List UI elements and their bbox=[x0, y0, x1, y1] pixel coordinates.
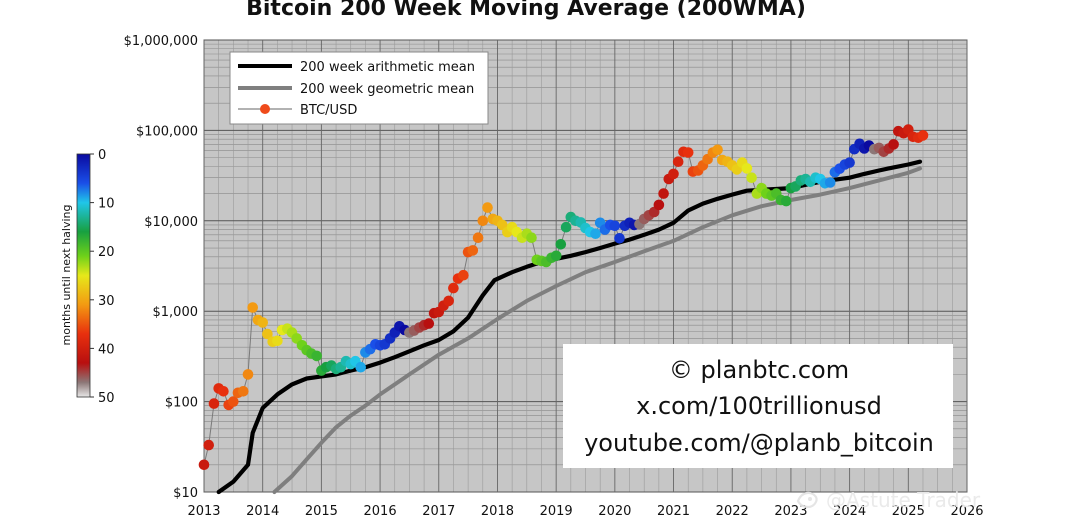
colorbar-tick-label: 50 bbox=[98, 391, 115, 406]
x-tick-label: 2020 bbox=[598, 504, 631, 519]
x-tick-label: 2015 bbox=[305, 504, 338, 519]
y-axis-ticks: $10 $100 $1,000 $10,000 $100,000 $1,000,000 bbox=[124, 34, 198, 501]
legend-label-arithmetic: 200 week arithmetic mean bbox=[300, 60, 475, 75]
grid-major bbox=[203, 39, 968, 493]
btcusd-point bbox=[614, 233, 625, 244]
colorbar-tick-label: 10 bbox=[98, 197, 115, 212]
colorbar: 0 10 20 30 40 50 months until next halving bbox=[60, 148, 115, 406]
watermark: @Astute Trader bbox=[796, 488, 981, 512]
colorbar-tick-label: 0 bbox=[98, 148, 106, 163]
btcusd-point bbox=[203, 439, 214, 451]
watermark-text: @Astute Trader bbox=[826, 488, 981, 512]
btcusd-point bbox=[443, 295, 455, 307]
x-axis-ticks: 2013 2014 2015 2016 2017 2018 2019 2020 2021 2022… bbox=[187, 504, 983, 519]
x-tick-label: 2019 bbox=[540, 504, 573, 519]
btcusd-point bbox=[653, 199, 665, 211]
btcusd-point bbox=[888, 139, 899, 150]
x-tick-label: 2023 bbox=[774, 504, 807, 519]
y-tick-label: $100,000 bbox=[136, 124, 198, 139]
btcusd-point bbox=[668, 168, 679, 180]
btcusd-point bbox=[550, 250, 562, 262]
btcusd-point bbox=[555, 239, 567, 250]
btcusd-point bbox=[242, 369, 254, 380]
btcusd-point bbox=[658, 188, 669, 199]
btcusd-point bbox=[262, 328, 273, 340]
btcusd-point bbox=[448, 282, 459, 294]
btcusd-point bbox=[780, 195, 792, 207]
y-tick-label: $100 bbox=[165, 396, 198, 411]
btcusd-point bbox=[272, 335, 283, 347]
credit-background bbox=[563, 344, 953, 468]
legend-swatch-btcusd-marker bbox=[260, 104, 270, 114]
bird-logo-icon bbox=[796, 491, 818, 509]
colorbar-tick-label: 30 bbox=[98, 294, 115, 309]
colorbar-tick-label: 40 bbox=[98, 342, 115, 357]
x-tick-label: 2018 bbox=[481, 504, 514, 519]
x-tick-label: 2016 bbox=[364, 504, 397, 519]
chart-title: Bitcoin 200 Week Moving Average (200WMA) bbox=[246, 0, 806, 21]
btcusd-point bbox=[824, 177, 836, 188]
btcusd-point bbox=[355, 361, 367, 373]
btcusd-point bbox=[741, 163, 753, 174]
series-line-geometric-mean bbox=[272, 166, 922, 494]
legend-label-geometric: 200 week geometric mean bbox=[300, 82, 474, 97]
btcusd-point bbox=[208, 398, 220, 409]
colorbar-ticks: 0 10 20 30 40 50 bbox=[90, 148, 115, 406]
x-tick-label: 2025 bbox=[892, 504, 925, 519]
credit-box: © planbtc.com x.com/100trillionusd youtu… bbox=[563, 344, 953, 468]
btcusd-point bbox=[672, 156, 684, 167]
x-tick-label: 2026 bbox=[950, 504, 983, 519]
btcusd-point bbox=[257, 317, 269, 328]
legend-label-btcusd: BTC/USD bbox=[300, 103, 357, 118]
x-tick-label: 2013 bbox=[187, 504, 220, 519]
y-tick-label: $10 bbox=[173, 486, 198, 501]
series-line-arithmetic-mean bbox=[216, 159, 923, 495]
credit-x-link: x.com/100trillionusd bbox=[636, 392, 882, 420]
x-tick-label: 2017 bbox=[422, 504, 455, 519]
btcusd-point bbox=[467, 245, 479, 256]
btcusd-point bbox=[311, 350, 323, 362]
btcusd-point bbox=[238, 386, 249, 397]
btcusd-point bbox=[560, 221, 572, 233]
btcusd-point bbox=[712, 144, 723, 156]
btcusd-point bbox=[482, 202, 493, 213]
btcusd-point bbox=[477, 215, 489, 227]
x-tick-label: 2014 bbox=[246, 504, 279, 519]
btcusd-point bbox=[247, 302, 258, 313]
y-tick-label: $1,000,000 bbox=[124, 34, 198, 49]
x-tick-label: 2022 bbox=[716, 504, 749, 519]
colorbar-tick-label: 20 bbox=[98, 245, 115, 260]
btcusd-point bbox=[917, 130, 929, 141]
colorbar-label: months until next halving bbox=[60, 205, 73, 346]
btcusd-point bbox=[198, 459, 210, 471]
btcusd-point bbox=[526, 232, 537, 243]
series-points bbox=[198, 124, 929, 471]
btcusd-point bbox=[590, 228, 601, 239]
x-tick-label: 2024 bbox=[833, 504, 866, 519]
colorbar-gradient bbox=[76, 153, 91, 398]
btcusd-point bbox=[423, 318, 435, 329]
btcusd-point bbox=[218, 386, 229, 397]
credit-youtube-link: youtube.com/@planb_bitcoin bbox=[584, 429, 934, 457]
x-tick-label: 2021 bbox=[657, 504, 690, 519]
btcusd-point bbox=[609, 220, 621, 232]
btcusd-point bbox=[844, 157, 855, 168]
legend: 200 week arithmetic mean 200 week geomet… bbox=[229, 51, 489, 125]
btcusd-point bbox=[746, 172, 757, 183]
btcusd-point bbox=[228, 396, 239, 407]
btcusd-point bbox=[472, 232, 484, 243]
credit-copyright: © planbtc.com bbox=[669, 356, 849, 384]
btcusd-point bbox=[458, 269, 469, 281]
y-tick-label: $10,000 bbox=[144, 215, 198, 230]
btcusd-point bbox=[682, 147, 694, 158]
y-tick-label: $1,000 bbox=[153, 305, 199, 320]
